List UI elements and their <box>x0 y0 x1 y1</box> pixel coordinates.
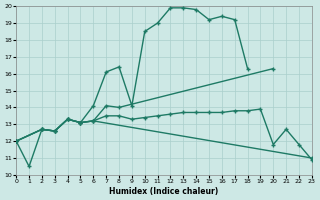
X-axis label: Humidex (Indice chaleur): Humidex (Indice chaleur) <box>109 187 219 196</box>
